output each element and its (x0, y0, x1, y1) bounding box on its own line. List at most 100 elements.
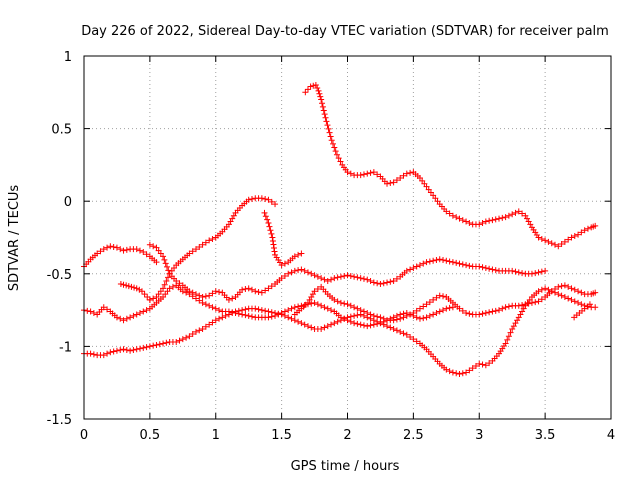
data-point (268, 198, 275, 205)
data-point (397, 174, 404, 181)
data-point (209, 290, 216, 297)
data-point (390, 278, 397, 285)
data-point (360, 322, 367, 329)
data-point (229, 295, 236, 302)
data-point (367, 169, 374, 176)
data-point (377, 280, 384, 287)
data-point (548, 288, 555, 295)
data-point (390, 317, 397, 324)
data-point (519, 210, 526, 217)
data-point (123, 246, 130, 253)
data-point (268, 283, 275, 290)
data-point (161, 256, 168, 263)
data-point (400, 330, 407, 337)
data-point (268, 230, 275, 237)
data-point (393, 177, 400, 184)
data-point (407, 311, 414, 318)
data-point (347, 170, 354, 177)
data-point (271, 248, 278, 255)
data-point (515, 208, 522, 215)
data-point (413, 263, 420, 270)
data-point (318, 325, 325, 332)
x-tick-label: 0.5 (140, 428, 161, 443)
data-point (561, 282, 568, 289)
data-point (186, 333, 193, 340)
data-point (459, 261, 466, 268)
data-point (117, 280, 124, 287)
data-point (334, 298, 341, 305)
data-point (453, 214, 460, 221)
data-point (507, 329, 514, 336)
data-point (216, 307, 223, 314)
data-point (433, 310, 440, 317)
data-point (426, 258, 433, 265)
data-point (374, 313, 381, 320)
data-point (264, 216, 271, 223)
data-point (575, 299, 582, 306)
data-point (285, 314, 292, 321)
data-point (265, 314, 272, 321)
data-point (502, 214, 509, 221)
data-point (542, 237, 549, 244)
data-point (476, 360, 483, 367)
data-point (561, 238, 568, 245)
data-point (542, 267, 549, 274)
data-point (321, 304, 328, 311)
data-point (502, 340, 509, 347)
data-point (281, 312, 288, 319)
data-point (166, 285, 173, 292)
data-point (262, 213, 269, 220)
data-point (331, 275, 338, 282)
x-tick-label: 4 (607, 428, 615, 443)
data-point (337, 299, 344, 306)
data-point (327, 133, 334, 140)
data-point (325, 125, 332, 132)
data-point (335, 155, 342, 162)
data-point (288, 305, 295, 312)
data-point (321, 324, 328, 331)
data-point (160, 340, 167, 347)
data-point (374, 280, 381, 287)
data-point (357, 321, 364, 328)
data-point (374, 318, 381, 325)
data-point (449, 212, 456, 219)
data-point (212, 317, 219, 324)
data-point (354, 320, 361, 327)
data-point (492, 216, 499, 223)
data-point (512, 209, 519, 216)
data-point (270, 241, 277, 248)
data-point (323, 118, 330, 125)
data-point (463, 262, 470, 269)
data-point (407, 333, 414, 340)
data-point (163, 278, 170, 285)
data-point (578, 229, 585, 236)
data-point (192, 295, 199, 302)
data-point (97, 248, 104, 255)
data-point (351, 320, 358, 327)
data-point (199, 241, 206, 248)
data-point (466, 310, 473, 317)
data-point (426, 312, 433, 319)
data-point (568, 296, 575, 303)
data-point (136, 286, 143, 293)
data-point (538, 268, 545, 275)
data-point (312, 82, 319, 89)
data-point (186, 250, 193, 257)
data-point (304, 269, 311, 276)
y-tick-label: 0.5 (51, 123, 72, 138)
data-point (146, 296, 153, 303)
data-point (183, 334, 190, 341)
data-point (552, 289, 559, 296)
data-point (476, 221, 483, 228)
grid-lines (84, 56, 611, 419)
data-point (90, 351, 97, 358)
data-point (288, 269, 295, 276)
data-point (400, 314, 407, 321)
data-point (288, 315, 295, 322)
data-point (125, 283, 132, 290)
data-point (436, 308, 443, 315)
data-point (463, 310, 470, 317)
data-point (420, 260, 427, 267)
data-point (479, 219, 486, 226)
data-point (538, 235, 545, 242)
